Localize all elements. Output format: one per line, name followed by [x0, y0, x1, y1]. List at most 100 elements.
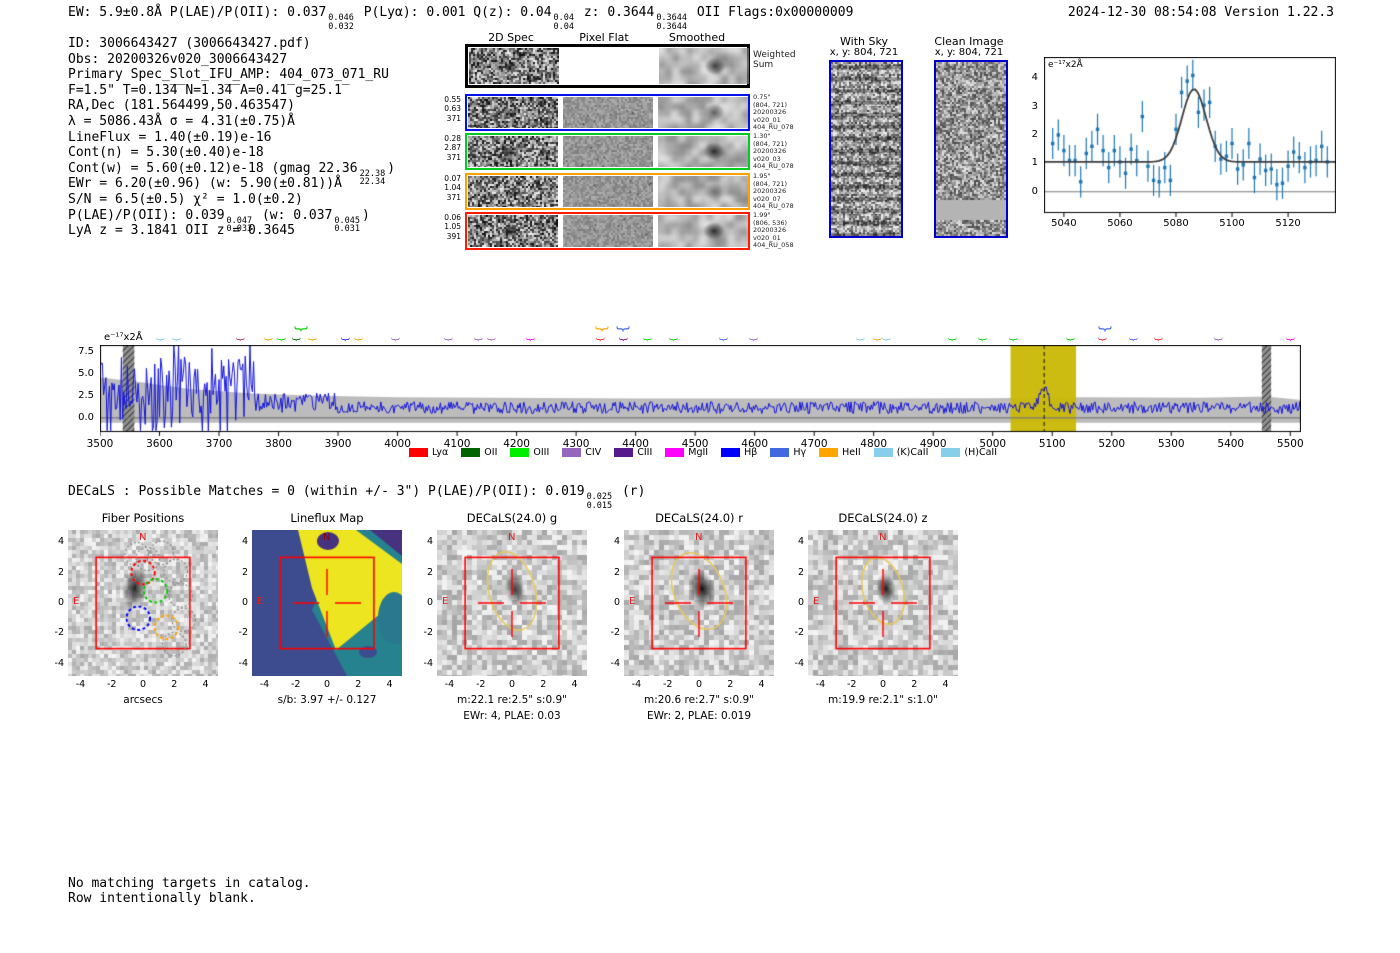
- info-line: Obs: 20200326v020_3006643427: [68, 51, 288, 67]
- panel-ytick-label: -2: [238, 627, 248, 639]
- panel-xtick-label: -2: [476, 679, 486, 690]
- fit-xtick-label: 5120: [1275, 218, 1301, 229]
- spec2d-col-header-2dspec: 2D Spec: [488, 31, 534, 44]
- spec2d-row-2-col-1-image: [563, 136, 653, 167]
- panel-caption-1: m:22.1 re:2.5" s:0.9": [457, 694, 567, 706]
- panel-ytick-label: -4: [610, 657, 620, 669]
- line-label-bracket: }: [306, 336, 317, 343]
- info-line: S/N = 6.5(±0.5) χ² = 1.0(±0.2): [68, 192, 303, 207]
- fit-ytick-label: 3: [1031, 100, 1038, 112]
- panel-xtick-label: 0: [879, 679, 887, 690]
- line-label-bracket: }: [1127, 336, 1138, 343]
- info-line: Cont(n) = 5.30(±0.40)e-18: [68, 145, 264, 161]
- panel-ytick-label: 4: [426, 536, 433, 548]
- line-label-bracket: }: [1212, 336, 1223, 343]
- panel-image-2: [437, 530, 587, 676]
- panel-image-4: [808, 530, 958, 676]
- legend-swatch: [614, 448, 634, 457]
- spec2d-row-3-col-1-image: [563, 176, 653, 207]
- line-label-bracket: }: [747, 336, 758, 343]
- spectrum-xtick-label: 3500: [86, 438, 114, 450]
- panel-ytick-label: 2: [241, 566, 248, 578]
- spec2d-row-3-col-0-image: [468, 176, 558, 207]
- spectrum-xtick-label: 4000: [384, 438, 411, 450]
- spec2d-row-1-col-0-image: [468, 97, 558, 128]
- line-label-bracket: }: [1096, 336, 1107, 343]
- panel-ytick-label: 0: [797, 597, 804, 608]
- line-label-bracket: }: [1152, 336, 1163, 343]
- panel-xtick-label: -2: [107, 679, 117, 690]
- panel-xtick-label: 0: [323, 679, 331, 690]
- spectrum-xtick-label: 3700: [205, 438, 233, 450]
- spec2d-row-0-col-0-image: [469, 48, 559, 84]
- spectrum-xtick-label: 3600: [146, 438, 173, 450]
- panel-ytick-label: -2: [610, 627, 620, 639]
- spectrum-xtick-label: 5000: [979, 438, 1007, 450]
- legend-label: OIII: [533, 447, 550, 458]
- legend-label: (K)CaII: [896, 447, 929, 458]
- spec2d-row-0-right-labels: Weighted Sum: [753, 50, 796, 70]
- panel-ytick-label: 2: [426, 566, 433, 578]
- line-label-bracket: }: [290, 336, 301, 343]
- with-sky-title: With Sky: [840, 35, 888, 48]
- spec2d-row-1-col-2-image: [658, 97, 748, 128]
- compass-north-label: N: [323, 532, 331, 543]
- spec2d-row-1-right-labels: 0.75" (804, 721) 20200326 v020_01 404_RU…: [753, 93, 794, 132]
- legend-item-Hβ: Hβ: [721, 447, 757, 458]
- info-line: EWr = 6.20(±0.96) (w: 5.90(±0.81))Å: [68, 176, 342, 192]
- legend-item-HeII: HeII: [819, 447, 861, 458]
- panel-ytick-label: 0: [613, 597, 620, 608]
- compass-north-label: N: [139, 532, 147, 543]
- legend-swatch: [941, 448, 961, 457]
- panel-ytick-label: 4: [613, 536, 620, 548]
- panel-xtick-label: -2: [847, 679, 857, 690]
- info-line: Cont(w) = 5.60(±0.12)e-18 (gmag 22.36 22.…: [68, 160, 396, 188]
- line-label-bracket: }: [262, 336, 273, 343]
- legend-item-(H)CaII: (H)CaII: [941, 447, 997, 458]
- line-label-bracket: }: [614, 324, 631, 334]
- legend-item-Lyα: Lyα: [408, 447, 449, 458]
- spectrum-xtick-label: 4700: [800, 438, 828, 450]
- line-label-bracket: }: [234, 336, 245, 343]
- legend-item-(K)CaII: (K)CaII: [873, 447, 929, 458]
- panel-ytick-label: -4: [423, 657, 433, 669]
- compass-north-label: N: [508, 532, 516, 543]
- line-label-bracket: }: [593, 324, 610, 334]
- panel-ytick-label: 0: [426, 597, 433, 608]
- spec2d-row-2-col-2-image: [658, 136, 748, 167]
- fit-ytick-label: 1: [1031, 157, 1038, 169]
- legend-label: CIII: [637, 447, 653, 458]
- panel-image-3: [624, 530, 774, 676]
- spectrum-units-label: e⁻¹⁷x2Å: [104, 332, 143, 343]
- legend-swatch: [665, 448, 685, 457]
- clean-image: [934, 60, 1008, 238]
- spec2d-col-header-smoothed: Smoothed: [668, 31, 726, 44]
- legend-label: (H)CaII: [964, 447, 998, 458]
- panel-xtick-label: 2: [540, 679, 547, 690]
- panel-xtick-label: 0: [695, 679, 703, 690]
- line-label-bracket: }: [854, 336, 865, 343]
- with-sky-canvas: [831, 62, 901, 236]
- legend-item-OIII: OIII: [510, 447, 549, 458]
- spec2d-row-2-col-0-image: [468, 136, 558, 167]
- spectrum-xtick-label: 4200: [503, 438, 530, 450]
- legend-label: Lyα: [431, 447, 449, 458]
- panel-ytick-label: -2: [54, 627, 64, 639]
- clean-image-title: Clean Image: [934, 35, 1004, 48]
- panel-xtick-label: 0: [139, 679, 147, 690]
- panel-ytick-label: 0: [57, 597, 64, 608]
- panel-ytick-label: -4: [794, 657, 804, 669]
- info-line: P(LAE)/P(OII): 0.039 0.047 0.033 (w: 0.037…: [68, 207, 370, 235]
- spec2d-row-4-right-labels: 1.99" (806, 536) 20200326 v020_01 404_RU…: [753, 211, 794, 250]
- stacked-uncertainty: 0.04 0.04: [553, 13, 575, 32]
- compass-east-label: E: [442, 596, 449, 607]
- spec2d-row-4-col-2-image: [658, 215, 748, 247]
- panel-ytick-label: 2: [613, 566, 620, 578]
- panel-title-0: Fiber Positions: [101, 511, 185, 525]
- stacked-uncertainty: 0.046 0.032: [328, 13, 354, 32]
- compass-north-label: N: [695, 532, 703, 543]
- emission-line-fit-canvas: [1044, 57, 1336, 221]
- line-label-bracket: }: [641, 336, 652, 343]
- spec2d-row-2-left-labels: 0.28 2.87 371: [444, 134, 461, 162]
- legend-item-Hγ: Hγ: [770, 447, 806, 458]
